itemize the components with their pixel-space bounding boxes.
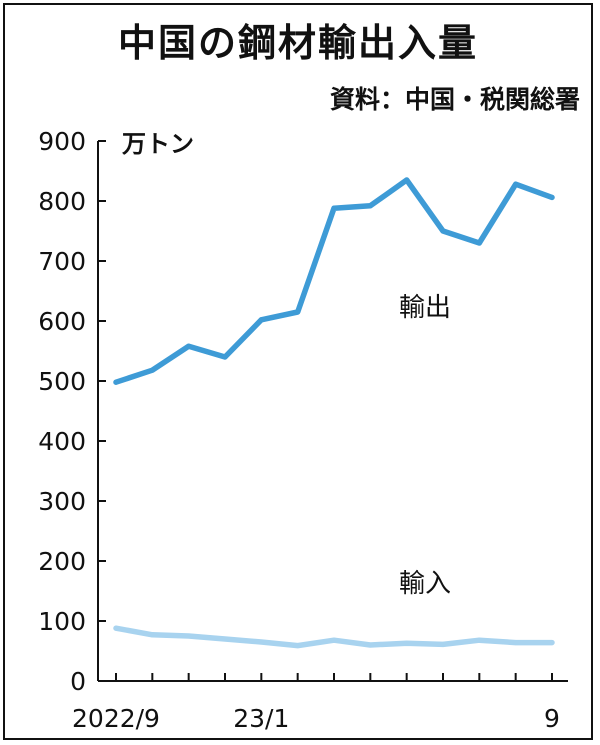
y-tick-label: 200 <box>38 547 86 576</box>
data-point <box>476 240 482 246</box>
data-point <box>404 177 410 183</box>
data-point <box>513 181 519 187</box>
data-point <box>258 317 264 323</box>
data-point <box>149 367 155 373</box>
series-label: 輸出 <box>399 293 451 323</box>
x-tick-label: 23/1 <box>233 704 289 733</box>
data-point <box>222 636 228 642</box>
chart-title: 中国の鋼材輸出入量 <box>117 21 478 65</box>
y-tick-label: 700 <box>38 247 86 276</box>
y-tick-label: 800 <box>38 187 86 216</box>
x-tick-label: 9 <box>544 704 560 733</box>
series-label: 輸入 <box>399 569 451 599</box>
y-tick-label: 600 <box>38 307 86 336</box>
y-tick-label: 500 <box>38 367 86 396</box>
data-point <box>549 194 555 200</box>
y-ticks: 0 100 200 300 400 500 600 700 800 900 <box>38 127 106 696</box>
x-tick-label: 2022/9 <box>72 704 160 733</box>
y-tick-label: 400 <box>38 427 86 456</box>
data-point <box>113 625 119 631</box>
series-line-import <box>113 625 555 649</box>
data-point <box>331 637 337 643</box>
data-point <box>549 640 555 646</box>
data-point <box>295 309 301 315</box>
data-point <box>331 205 337 211</box>
y-unit-label: 万トン <box>122 130 194 158</box>
data-point <box>476 637 482 643</box>
data-point <box>258 639 264 645</box>
data-point <box>513 640 519 646</box>
data-point <box>440 228 446 234</box>
data-point <box>367 203 373 209</box>
chart-source: 資料：中国・税関総署 <box>329 85 580 114</box>
y-tick-label: 100 <box>38 607 86 636</box>
data-point <box>404 640 410 646</box>
data-point <box>295 643 301 649</box>
data-point <box>113 379 119 385</box>
data-point <box>149 632 155 638</box>
y-tick-label: 0 <box>70 667 86 696</box>
data-point <box>222 354 228 360</box>
data-point <box>186 343 192 349</box>
chart-frame <box>3 3 593 740</box>
data-point <box>186 633 192 639</box>
y-tick-label: 900 <box>38 127 86 156</box>
data-point <box>440 641 446 647</box>
x-ticks: 2022/9 23/1 9 <box>72 673 560 733</box>
data-point <box>367 642 373 648</box>
y-tick-label: 300 <box>38 487 86 516</box>
